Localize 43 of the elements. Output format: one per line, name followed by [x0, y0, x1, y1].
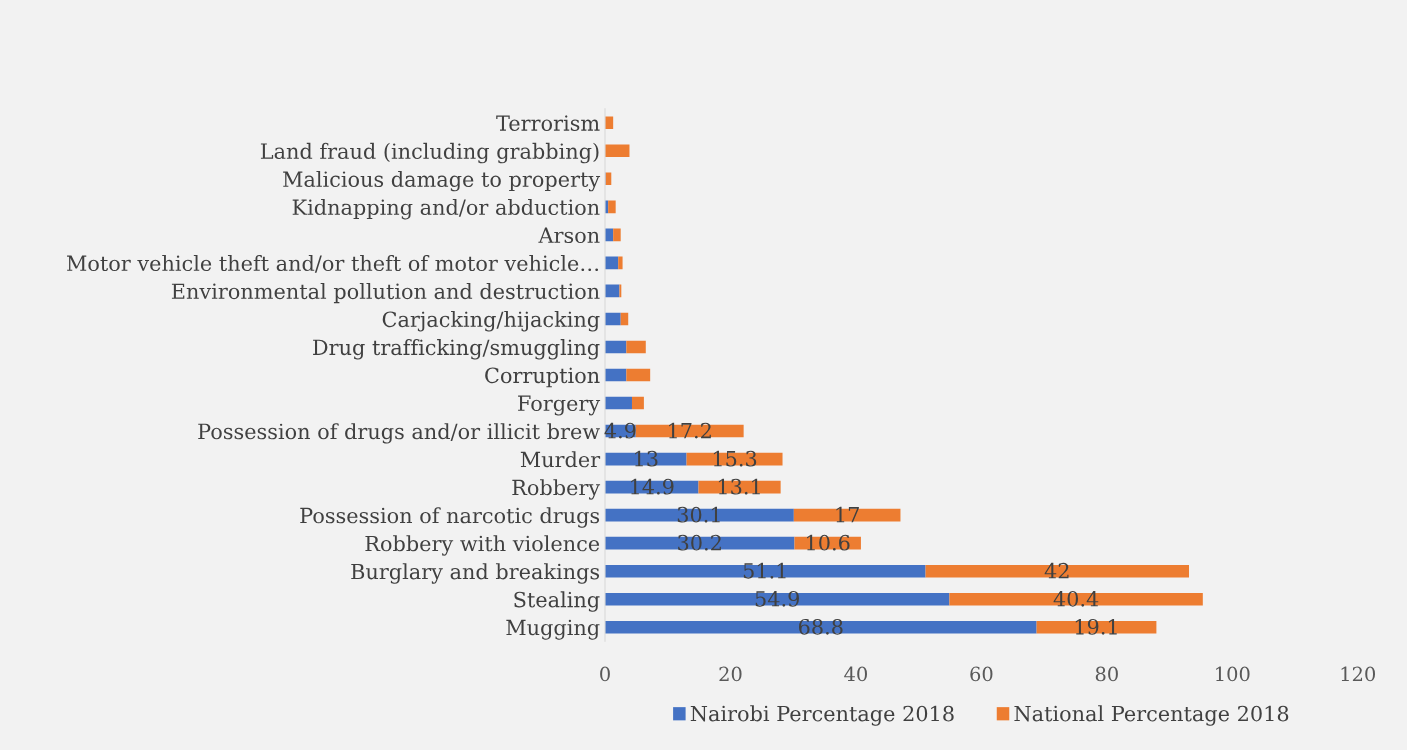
y-tick-label: Murder: [520, 451, 601, 468]
y-tick-label: Possession of drugs and/or illicit brew: [198, 423, 600, 444]
data-label: 42: [1044, 562, 1069, 579]
y-tick-label: Mugging: [506, 619, 600, 640]
data-label: 54.9: [755, 590, 799, 607]
x-tick-label: 20: [719, 666, 742, 682]
data-label: 40.4: [1053, 590, 1099, 607]
legend-label: National Percentage 2018: [1014, 705, 1289, 726]
x-tick-label: 60: [970, 666, 993, 682]
data-label: 17.2: [669, 422, 711, 439]
data-label: 10.6: [807, 534, 850, 551]
y-tick-label: Motor vehicle theft and/or theft of motor vehicle…: [67, 254, 599, 273]
y-tick-label: Land fraud (including grabbing): [260, 142, 599, 164]
y-tick-label: Arson: [538, 227, 600, 244]
data-label: 13.1: [718, 478, 760, 495]
data-label: 19.1: [1075, 618, 1117, 635]
y-tick-label: Stealing: [514, 591, 600, 612]
y-tick-label: Environmental pollution and destruction: [171, 283, 600, 304]
y-tick-label: Burglary and breakings: [351, 563, 600, 584]
data-label: 14.9: [631, 478, 674, 495]
x-tick-label: 80: [1095, 666, 1118, 682]
legend-label: Nairobi Percentage 2018: [690, 705, 954, 726]
y-tick-label: Drug trafficking/smuggling: [313, 339, 600, 360]
y-tick-label: Terrorism: [496, 115, 600, 131]
data-label: 15.3: [713, 450, 757, 467]
data-label: 68.8: [799, 618, 843, 635]
x-tick-label: 0: [600, 666, 610, 682]
y-tick-label: Kidnapping and/or abduction: [292, 198, 600, 220]
data-label: 51.1: [743, 562, 786, 579]
y-tick-label: Malicious damage to property: [283, 170, 601, 192]
x-tick-label: 40: [844, 666, 867, 682]
data-label: 13: [635, 450, 658, 467]
y-tick-label: Carjacking/hijacking: [382, 311, 600, 332]
data-label: 30.1: [677, 506, 720, 523]
data-label: 30.2: [678, 534, 721, 551]
y-tick-label: Possession of narcotic drugs: [300, 507, 600, 528]
x-tick-label: 100: [1216, 666, 1250, 682]
x-tick-label: 120: [1341, 666, 1376, 682]
y-tick-label: Robbery with violence: [365, 535, 600, 556]
y-tick-label: Corruption: [485, 367, 600, 388]
y-tick-label: Forgery: [518, 395, 601, 416]
data-label: 17: [836, 506, 859, 523]
y-tick-label: Robbery: [512, 479, 601, 500]
